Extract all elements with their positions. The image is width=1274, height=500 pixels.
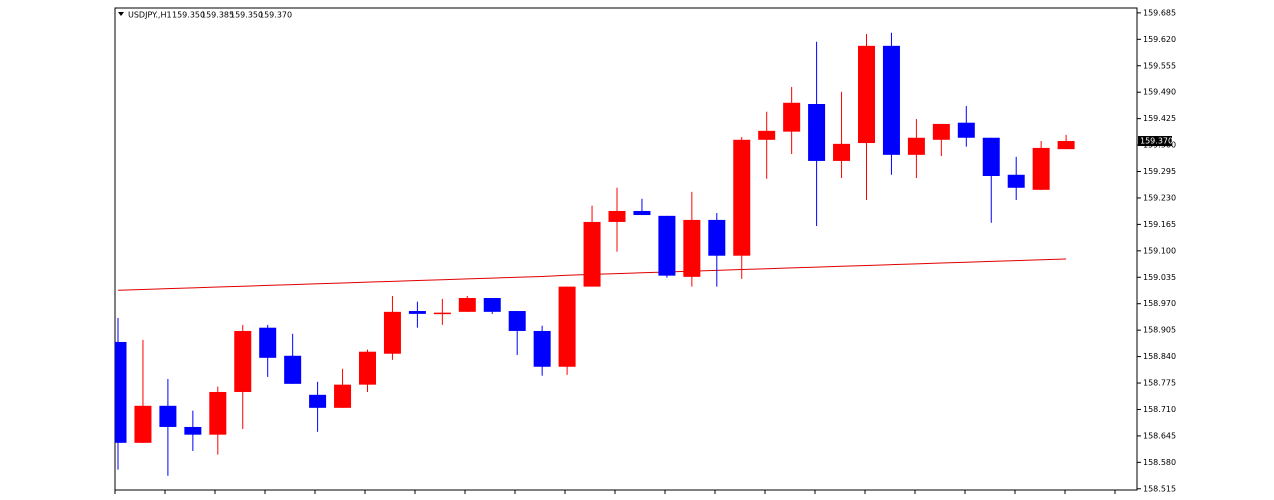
candle-body bbox=[808, 103, 826, 161]
y-tick-label: 158.970 bbox=[1143, 299, 1176, 308]
candle-body bbox=[234, 330, 252, 392]
candle-body bbox=[359, 351, 376, 385]
header-value: 159.350 bbox=[172, 11, 205, 20]
candle-body bbox=[383, 311, 401, 354]
y-tick-label: 158.775 bbox=[1143, 379, 1176, 388]
y-tick-label: 159.230 bbox=[1143, 193, 1176, 202]
y-tick-label: 158.645 bbox=[1143, 431, 1176, 440]
candle-body bbox=[184, 426, 202, 435]
candle-body bbox=[957, 122, 975, 138]
y-tick-label: 159.425 bbox=[1143, 114, 1176, 123]
candle-body bbox=[733, 139, 751, 256]
candle-body bbox=[483, 298, 501, 312]
candle-body bbox=[907, 137, 925, 155]
candle-body bbox=[758, 130, 776, 140]
current-price-box bbox=[1138, 136, 1172, 147]
candle-body bbox=[1057, 141, 1075, 150]
candle-body bbox=[433, 312, 451, 315]
current-price-label: 159.370 bbox=[1140, 137, 1173, 146]
candle-body bbox=[1032, 147, 1050, 190]
y-tick-label: 159.490 bbox=[1143, 88, 1176, 97]
y-tick-label: 158.580 bbox=[1143, 458, 1176, 467]
header-value: 159.385 bbox=[201, 11, 234, 20]
y-tick-label: 159.035 bbox=[1143, 273, 1176, 282]
y-tick-label: 158.905 bbox=[1143, 326, 1176, 335]
candle-body bbox=[882, 45, 900, 155]
candle-body bbox=[458, 298, 476, 312]
y-tick-label: 158.840 bbox=[1143, 352, 1176, 361]
candle-body bbox=[633, 210, 651, 216]
candle-body bbox=[833, 143, 851, 161]
candle-body bbox=[284, 355, 302, 384]
candle-body bbox=[508, 311, 526, 331]
candle-body bbox=[858, 45, 875, 144]
header-value: 159.350 bbox=[230, 11, 263, 20]
candle-body bbox=[683, 219, 701, 277]
candle-body bbox=[608, 210, 626, 222]
candle-body bbox=[134, 405, 152, 443]
y-tick-label: 159.100 bbox=[1143, 246, 1176, 255]
candle-body bbox=[309, 394, 327, 408]
candle-body bbox=[115, 341, 127, 443]
candle-body bbox=[533, 330, 551, 367]
candle-body bbox=[658, 215, 676, 276]
candle-body bbox=[583, 221, 601, 287]
candle-body bbox=[1007, 174, 1025, 188]
candle-body bbox=[932, 123, 950, 140]
y-tick-label: 159.295 bbox=[1143, 167, 1176, 176]
candle-body bbox=[408, 311, 426, 314]
candle-body bbox=[982, 137, 1000, 176]
header-value: 159.370 bbox=[259, 11, 292, 20]
y-tick-label: 159.165 bbox=[1143, 220, 1176, 229]
candle-body bbox=[334, 384, 352, 408]
candle-body bbox=[558, 286, 576, 367]
candle-body bbox=[209, 391, 227, 435]
y-tick-label: 158.515 bbox=[1143, 484, 1176, 493]
chart-title: USDJPY.,H1 bbox=[128, 11, 172, 20]
candle-body bbox=[708, 219, 726, 256]
y-tick-label: 159.555 bbox=[1143, 61, 1176, 70]
plot-frame bbox=[114, 7, 1138, 491]
y-tick-label: 159.685 bbox=[1143, 8, 1176, 17]
candle-body bbox=[783, 102, 801, 132]
menu-arrow[interactable] bbox=[118, 12, 124, 16]
y-tick-label: 159.620 bbox=[1143, 35, 1176, 44]
y-tick-label: 158.710 bbox=[1143, 405, 1176, 414]
candle-body bbox=[259, 327, 277, 358]
candle-body bbox=[159, 405, 177, 427]
